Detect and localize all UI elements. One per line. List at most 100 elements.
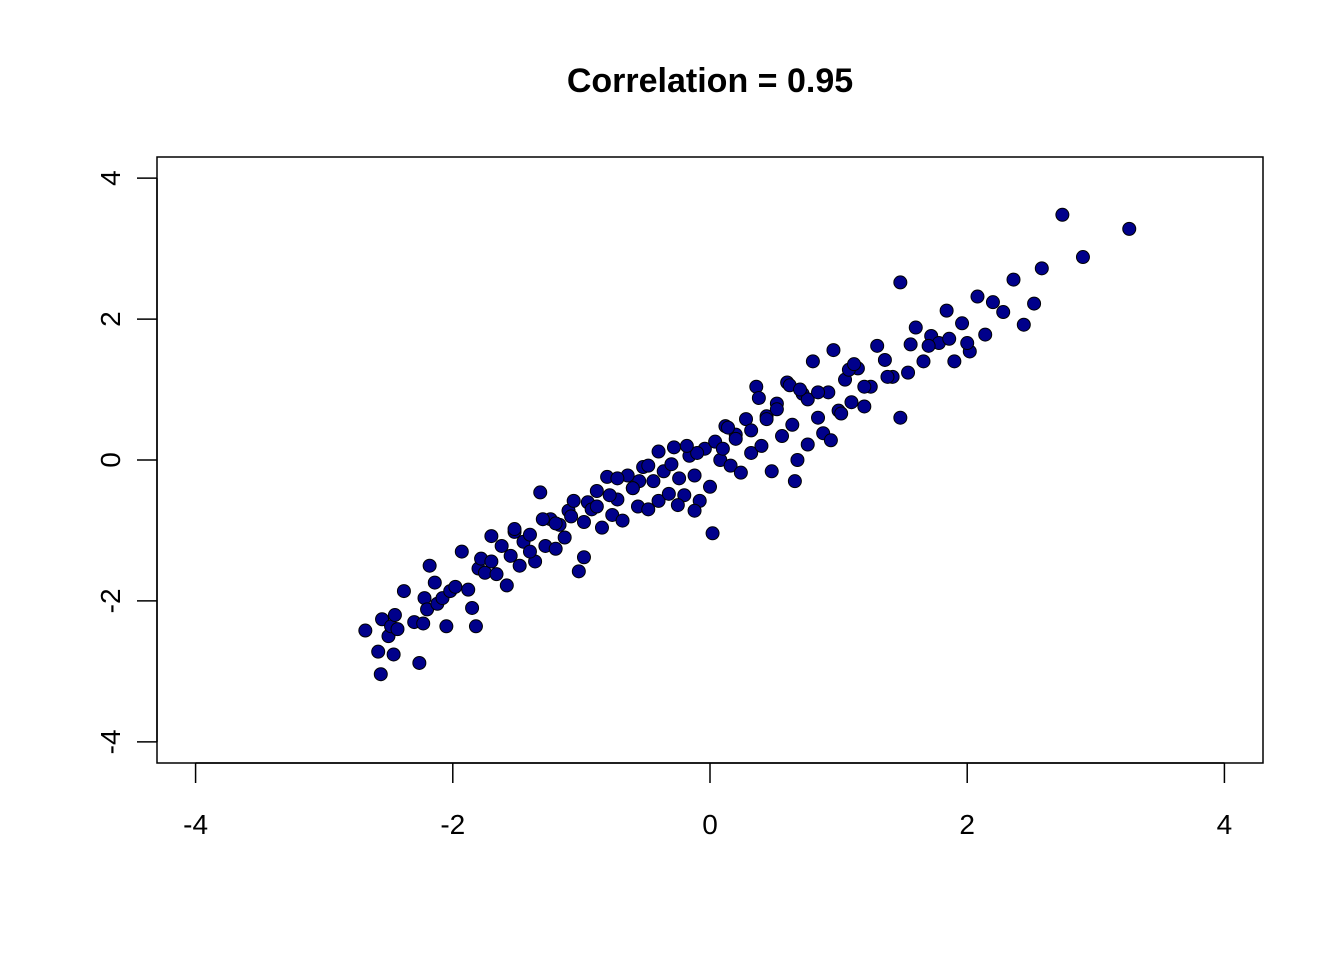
data-point [955, 316, 970, 331]
data-point [448, 579, 463, 594]
data-point [468, 619, 483, 634]
data-point [775, 429, 790, 444]
data-point [749, 379, 764, 394]
data-point [576, 515, 591, 530]
data-point [947, 354, 962, 369]
data-point [499, 578, 514, 593]
x-tick-label: 2 [959, 809, 975, 840]
data-point [386, 647, 401, 662]
data-point [1055, 207, 1070, 222]
data-point [805, 354, 820, 369]
data-point [826, 343, 841, 358]
x-tick-label: 4 [1217, 809, 1233, 840]
x-tick-label: -2 [440, 809, 465, 840]
data-point [412, 655, 427, 670]
data-point [416, 616, 431, 631]
data-point [903, 337, 918, 352]
chart-title: Correlation = 0.95 [567, 62, 853, 100]
data-point [484, 554, 499, 569]
data-point [454, 544, 469, 559]
data-point [970, 289, 985, 304]
data-point [507, 522, 522, 537]
data-point [823, 433, 838, 448]
data-point [670, 498, 685, 513]
data-point [908, 320, 923, 335]
data-point [687, 503, 702, 518]
x-tick-label: -4 [183, 809, 208, 840]
data-point [996, 305, 1011, 320]
data-point [615, 513, 630, 528]
data-point [715, 441, 730, 456]
data-point [690, 445, 705, 460]
data-point [834, 406, 849, 421]
data-point [358, 623, 373, 638]
data-point [664, 457, 679, 472]
data-point [901, 365, 916, 380]
plot-frame [156, 156, 1264, 764]
data-point [373, 667, 388, 682]
data-point [705, 526, 720, 541]
data-point [880, 369, 895, 384]
data-point [679, 438, 694, 453]
data-point [465, 600, 480, 615]
data-point [785, 417, 800, 432]
data-point [494, 538, 509, 553]
data-point [857, 399, 872, 414]
data-point [769, 402, 784, 417]
data-point [646, 474, 661, 489]
data-point [602, 488, 617, 503]
data-point [793, 382, 808, 397]
data-point [800, 392, 815, 407]
y-axis: -4 -2 0 2 4 [95, 170, 158, 754]
data-point [461, 582, 476, 597]
data-point [666, 440, 681, 455]
data-point [371, 644, 386, 659]
data-point [533, 485, 548, 500]
data-point [960, 336, 975, 351]
data-point [811, 385, 826, 400]
data-point [893, 410, 908, 425]
data-point [751, 390, 766, 405]
data-point [759, 412, 774, 427]
data-point [677, 488, 692, 503]
data-point [939, 303, 954, 318]
data-point [548, 516, 563, 531]
data-point [985, 295, 1000, 310]
data-point [535, 512, 550, 527]
data-point [387, 608, 402, 623]
data-point [641, 502, 656, 517]
data-point [484, 529, 499, 544]
data-point [857, 379, 872, 394]
data-point [610, 471, 625, 486]
data-point [942, 331, 957, 346]
data-point [390, 622, 405, 637]
data-point [744, 445, 759, 460]
data-point [721, 420, 736, 435]
data-point [744, 423, 759, 438]
data-point [512, 558, 527, 573]
data-point [594, 520, 609, 535]
data-point [651, 444, 666, 459]
data-point [877, 352, 892, 367]
data-point [790, 453, 805, 467]
data-point [733, 465, 748, 480]
data-point [422, 558, 437, 573]
data-point [672, 471, 687, 486]
x-axis: -4 -2 0 2 4 [183, 762, 1233, 840]
y-tick-label: -2 [95, 588, 126, 613]
data-point [439, 619, 454, 634]
data-point [1122, 221, 1137, 236]
data-point [522, 527, 537, 542]
data-point [916, 354, 931, 369]
data-point [641, 458, 656, 473]
data-point [589, 484, 604, 499]
data-point [723, 458, 738, 473]
data-point [589, 499, 604, 514]
data-point [921, 338, 936, 353]
data-point [503, 548, 518, 563]
data-point [687, 468, 702, 483]
data-point [1027, 296, 1042, 311]
y-tick-label: 2 [95, 311, 126, 327]
data-point [564, 509, 579, 524]
